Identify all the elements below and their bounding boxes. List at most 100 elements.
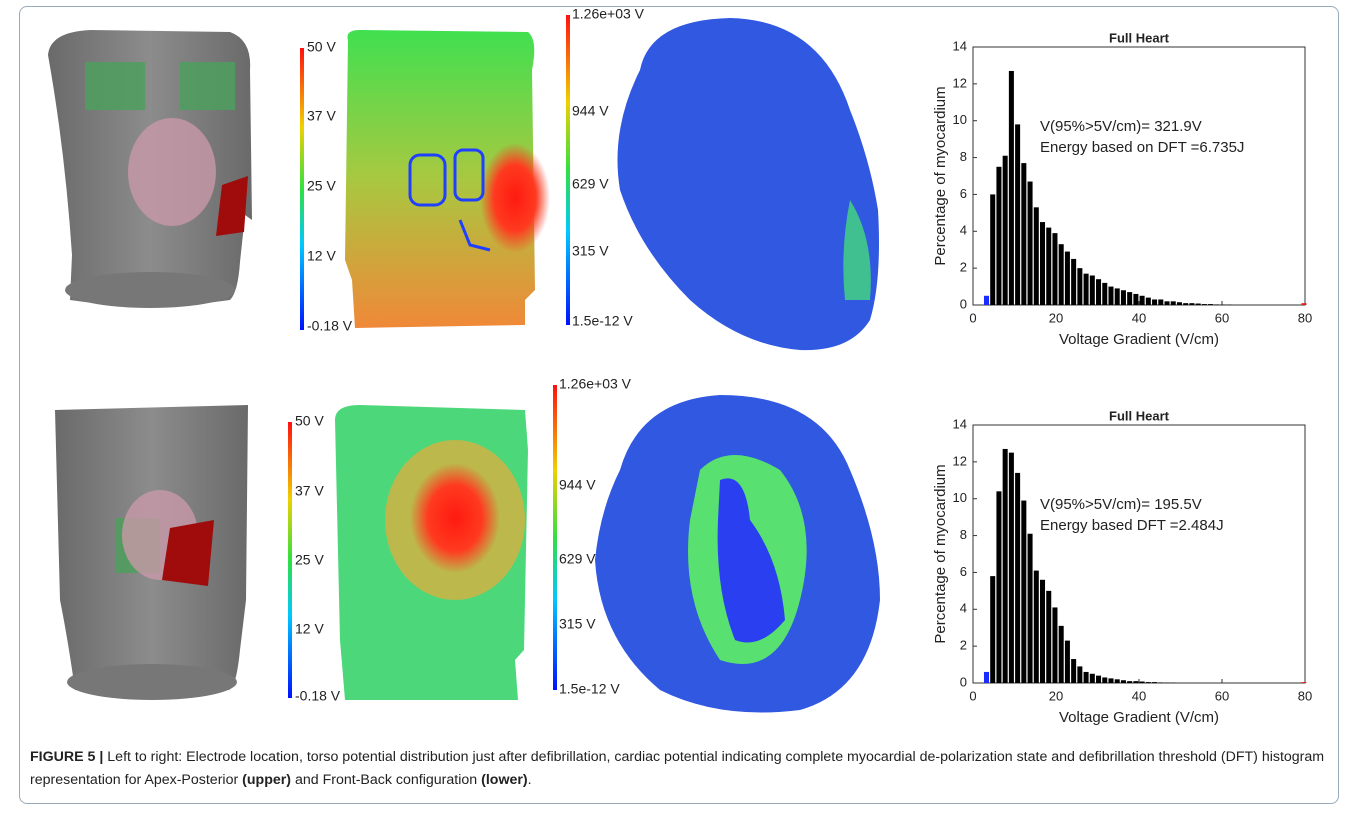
- bar: [1071, 258, 1077, 305]
- x-tick-label: 60: [1215, 310, 1229, 325]
- bar: [1108, 678, 1114, 683]
- chart-title: Full Heart: [1109, 408, 1170, 423]
- torso-render: [55, 405, 248, 700]
- bar: [1158, 299, 1164, 305]
- bar: [1064, 640, 1070, 683]
- bar: [1052, 233, 1058, 305]
- bar: [1114, 288, 1120, 305]
- caption-label: FIGURE 5 |: [30, 749, 104, 765]
- bar: [1015, 124, 1021, 306]
- torso-render: [48, 30, 252, 308]
- bar: [1133, 681, 1139, 683]
- annotation: V(95%>5V/cm)= 195.5V: [1040, 496, 1202, 513]
- bar: [1021, 163, 1027, 305]
- figure-frame: [19, 6, 1339, 804]
- bar: [1133, 293, 1139, 305]
- heart-render: [617, 18, 879, 351]
- colorbar-label: 1.5e-12 V: [572, 313, 633, 329]
- caption-text: Left to right: Electrode location, torso…: [30, 749, 1325, 788]
- bar: [1033, 207, 1039, 305]
- bar: [1127, 292, 1133, 305]
- bar: [1021, 500, 1027, 683]
- bar: [996, 491, 1002, 683]
- bar: [1058, 625, 1064, 683]
- bar: [1071, 659, 1077, 683]
- bar: [1108, 286, 1114, 305]
- annotation: Energy based on DFT =6.735J: [1040, 139, 1244, 156]
- y-tick-label: 12: [953, 453, 967, 468]
- colorbar-label: -0.18 V: [295, 688, 341, 704]
- bar: [1002, 448, 1008, 683]
- colorbar-label: 25 V: [307, 178, 336, 194]
- bar: [1040, 222, 1046, 305]
- bar: [990, 576, 996, 683]
- bar: [1002, 155, 1008, 305]
- bar: [1301, 303, 1307, 305]
- bar: [1301, 682, 1307, 683]
- bar: [1083, 273, 1089, 305]
- bar: [1201, 304, 1207, 305]
- bar: [1158, 682, 1164, 683]
- bar: [1096, 279, 1102, 305]
- bar: [1064, 251, 1070, 305]
- colorbar-label: 37 V: [295, 483, 324, 499]
- y-tick-label: 0: [960, 296, 967, 311]
- bar: [1214, 304, 1220, 305]
- bar: [1152, 682, 1158, 683]
- annotation: V(95%>5V/cm)= 321.9V: [1040, 118, 1202, 135]
- bar: [1139, 295, 1145, 305]
- y-tick-label: 0: [960, 674, 967, 689]
- bar: [1139, 681, 1145, 683]
- y-tick-label: 8: [960, 527, 967, 542]
- bar: [1040, 579, 1046, 683]
- bar: [1120, 680, 1126, 683]
- caption-bold: (upper): [242, 772, 292, 788]
- bar: [1046, 590, 1052, 683]
- colorbar-label: 50 V: [307, 39, 336, 55]
- colorbar: [288, 422, 292, 698]
- y-axis-label: Percentage of myocardium: [932, 464, 949, 643]
- bar: [1077, 666, 1083, 683]
- colorbar-label: 315 V: [559, 616, 596, 632]
- y-tick-label: 10: [953, 490, 967, 505]
- colorbar-label: 12 V: [295, 621, 324, 637]
- colorbar: [566, 15, 570, 325]
- bar: [1120, 290, 1126, 305]
- bar: [1208, 304, 1214, 305]
- colorbar-label: 629 V: [572, 176, 609, 192]
- bar: [983, 295, 989, 305]
- colorbar-label: 1.26e+03 V: [559, 376, 632, 392]
- bar: [1027, 181, 1033, 305]
- y-axis-label: Percentage of myocardium: [932, 86, 949, 265]
- x-tick-label: 80: [1298, 688, 1312, 703]
- y-tick-label: 14: [953, 38, 967, 53]
- colorbar-label: 25 V: [295, 552, 324, 568]
- bar: [1008, 452, 1014, 683]
- y-tick-label: 14: [953, 416, 967, 431]
- x-tick-label: 40: [1132, 310, 1146, 325]
- y-tick-label: 2: [960, 260, 967, 275]
- x-tick-label: 40: [1132, 688, 1146, 703]
- caption-bold: (lower): [481, 772, 528, 788]
- torso-potential-map: [345, 30, 550, 328]
- y-tick-label: 4: [960, 601, 967, 616]
- bar: [1077, 268, 1083, 305]
- bar: [1195, 303, 1201, 305]
- bar: [1164, 301, 1170, 305]
- colorbar-label: 37 V: [307, 108, 336, 124]
- chart-title: Full Heart: [1109, 30, 1170, 45]
- bar: [1189, 303, 1195, 305]
- bar: [996, 166, 1002, 305]
- x-axis-label: Voltage Gradient (V/cm): [1059, 709, 1219, 726]
- colorbar-label: 315 V: [572, 243, 609, 259]
- colorbar-label: 1.26e+03 V: [572, 6, 645, 22]
- x-tick-label: 0: [969, 688, 976, 703]
- colorbar-label: 50 V: [295, 413, 324, 429]
- colorbar-label: 629 V: [559, 551, 596, 567]
- torso-potential-map: [335, 405, 528, 700]
- x-tick-label: 80: [1298, 310, 1312, 325]
- y-tick-label: 6: [960, 186, 967, 201]
- colorbar: [553, 385, 557, 690]
- y-tick-label: 4: [960, 223, 967, 238]
